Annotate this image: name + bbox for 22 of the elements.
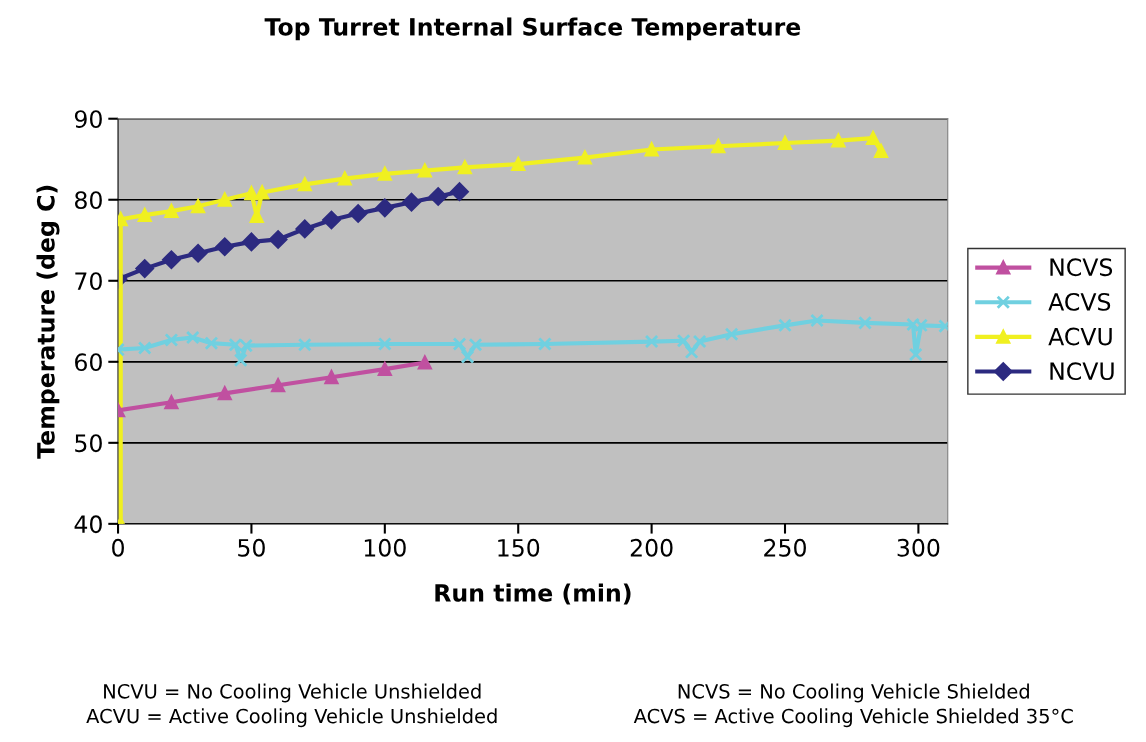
y-tick-label: 80 bbox=[75, 191, 102, 210]
y-tick-label: 40 bbox=[74, 515, 102, 534]
x-tick-label: 150 bbox=[498, 538, 540, 557]
x-axis-title: Run time (min) bbox=[435, 583, 631, 605]
x-tick-label: 300 bbox=[897, 538, 940, 557]
text: NCVU = No Cooling Vehicle Unshielded ACVU = Active Cooling Vehicle Unshielded bbox=[86, 683, 497, 728]
y-tick-label: 90 bbox=[74, 110, 102, 129]
x-tick-label: 200 bbox=[630, 538, 673, 557]
y-tick-label: 50 bbox=[75, 434, 102, 453]
y-tick-label: 70 bbox=[75, 272, 102, 291]
chart-title: Top Turret Internal Surface Temperature bbox=[264, 17, 801, 41]
legend-label: NCVU bbox=[1050, 362, 1114, 381]
y-tick-label: 60 bbox=[75, 353, 102, 372]
x-tick-label: 50 bbox=[238, 538, 265, 557]
legend-label: ACVS bbox=[1048, 292, 1111, 311]
x-tick-label: 100 bbox=[364, 538, 406, 557]
x-tick-label: 250 bbox=[764, 538, 806, 557]
x-tick-label: 0 bbox=[112, 538, 124, 557]
legend-label: ACVU bbox=[1048, 327, 1112, 346]
y-axis-title: Temperature (deg C) bbox=[36, 185, 60, 459]
text: NCVS = No Cooling Vehicle Shielded ACVS = Active Cooling Vehicle Shielded 35°C bbox=[633, 683, 1073, 728]
legend-label: NCVS bbox=[1050, 258, 1113, 277]
